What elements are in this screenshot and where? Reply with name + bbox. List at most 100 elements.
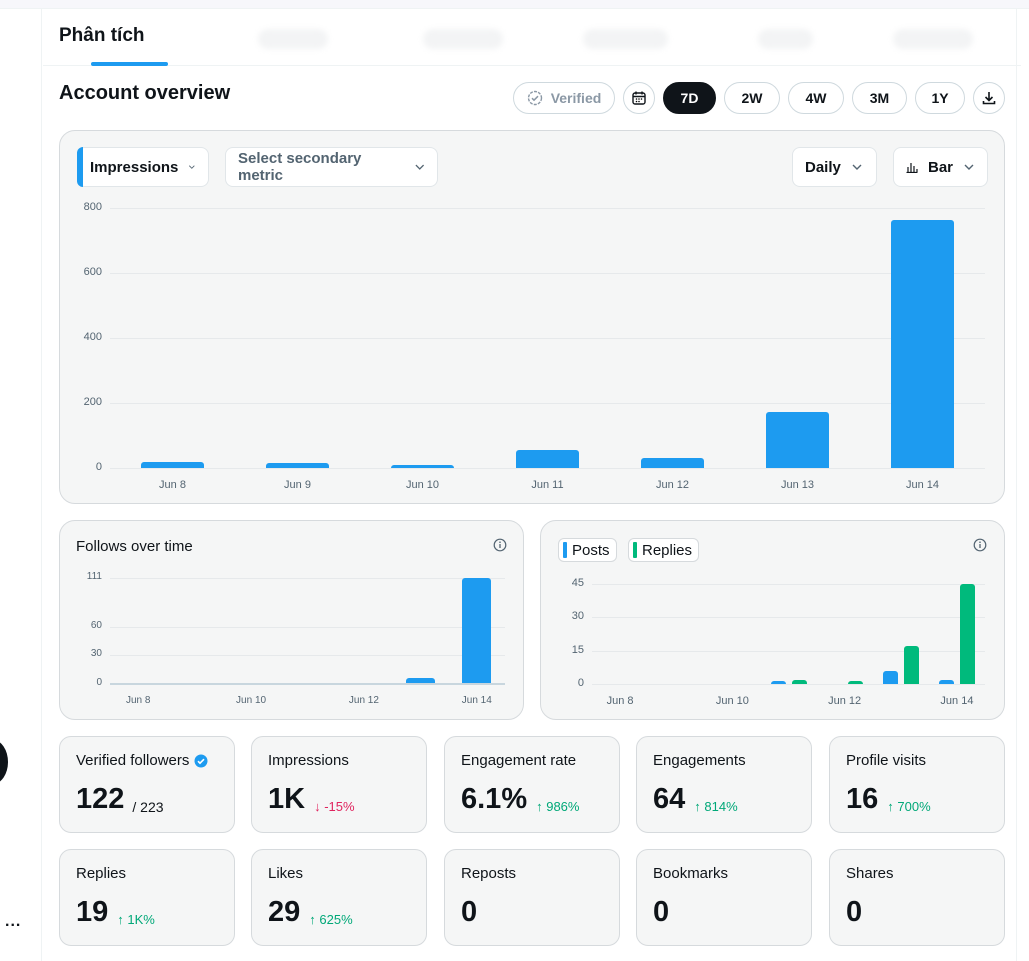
- stat-card[interactable]: Shares 0: [829, 849, 1005, 946]
- range-3m-button[interactable]: 3M: [852, 82, 907, 114]
- stat-change: ↑ 986%: [536, 799, 580, 814]
- chevron-down-icon: [852, 164, 862, 170]
- stat-label-text: Likes: [268, 865, 304, 882]
- tab-blurred[interactable]: [423, 29, 503, 49]
- stat-label: Likes: [268, 865, 303, 882]
- posts-swatch: [563, 542, 567, 558]
- gridline: [110, 626, 505, 628]
- y-tick-label: 200: [83, 396, 102, 408]
- secondary-metric-label: Select secondary metric: [238, 150, 362, 184]
- stat-card[interactable]: Engagements 64 ↑ 814%: [636, 736, 812, 833]
- y-tick-label: 45: [571, 577, 584, 589]
- chart-bar: [903, 646, 919, 684]
- stat-label: Shares: [846, 865, 894, 882]
- chart-bar: [770, 681, 786, 684]
- more-menu-button[interactable]: ...: [5, 913, 22, 930]
- right-divider: [1016, 9, 1017, 961]
- stat-value: 1K: [268, 783, 306, 815]
- x-tick-label: Jun 9: [284, 479, 311, 491]
- verified-filter-button[interactable]: Verified: [513, 82, 615, 114]
- secondary-metric-dropdown[interactable]: Select secondary metric: [225, 147, 438, 187]
- stat-value: 122: [76, 783, 125, 815]
- stat-card[interactable]: Likes 29 ↑ 625%: [251, 849, 427, 946]
- x-tick-label: Jun 8: [125, 695, 151, 706]
- interval-label: Daily: [805, 158, 841, 176]
- stat-card[interactable]: Profile visits 16 ↑ 700%: [829, 736, 1005, 833]
- tab-blurred[interactable]: [893, 29, 973, 49]
- verified-badge-icon: [194, 754, 208, 767]
- y-tick-label: 400: [83, 331, 102, 343]
- x-tick-label: Jun 10: [405, 479, 440, 491]
- stat-card[interactable]: Impressions 1K ↓ -15%: [251, 736, 427, 833]
- range-4w-button[interactable]: 4W: [788, 82, 844, 114]
- stat-label-text: Bookmarks: [653, 865, 729, 882]
- stat-card[interactable]: Verified followers 122 / 223: [59, 736, 235, 833]
- stat-card[interactable]: Bookmarks 0: [636, 849, 812, 946]
- x-tick-label: Jun 11: [531, 479, 564, 491]
- y-tick-label: 0: [577, 677, 584, 689]
- stat-label: Engagement rate: [461, 752, 576, 769]
- stat-card[interactable]: Replies 19 ↑ 1K%: [59, 849, 235, 946]
- chart-bar: [391, 465, 454, 468]
- info-icon[interactable]: [973, 538, 987, 552]
- chevron-down-icon: [414, 164, 424, 170]
- tab-blurred[interactable]: [583, 29, 668, 49]
- chart-bar: [141, 461, 204, 468]
- stat-total: / 223: [132, 799, 164, 815]
- tab-blurred[interactable]: [258, 29, 328, 49]
- stat-label: Profile visits: [846, 752, 926, 769]
- stat-label: Verified followers: [76, 752, 208, 769]
- tab-bar: Phân tích: [43, 9, 1021, 66]
- y-tick-label: 600: [83, 266, 102, 278]
- chevron-down-icon: [964, 164, 974, 170]
- stat-card[interactable]: Reposts 0: [444, 849, 620, 946]
- x-tick-label: Jun 10: [715, 695, 749, 707]
- stat-card[interactable]: Engagement rate 6.1% ↑ 986%: [444, 736, 620, 833]
- y-tick-label: 15: [571, 643, 584, 656]
- range-1y-button[interactable]: 1Y: [915, 82, 965, 114]
- tab-blurred[interactable]: [758, 29, 813, 49]
- y-tick-label: 0: [95, 461, 102, 473]
- gridline: [110, 403, 985, 404]
- info-icon[interactable]: [493, 538, 507, 552]
- gridline: [110, 273, 985, 274]
- x-tick-label: Jun 12: [655, 479, 690, 491]
- gridline: [592, 617, 985, 619]
- legend-replies[interactable]: Replies: [628, 538, 700, 562]
- range-2w-button[interactable]: 2W: [724, 82, 780, 114]
- download-button[interactable]: [973, 82, 1005, 114]
- x-tick-label: Jun 10: [236, 695, 267, 706]
- stat-value: 0: [846, 896, 863, 928]
- stat-value: 64: [653, 783, 686, 815]
- stat-change: ↑ 625%: [309, 912, 353, 927]
- chart-type-label: Bar: [927, 158, 953, 176]
- legend-posts[interactable]: Posts: [558, 538, 617, 562]
- stat-label-text: Engagement rate: [461, 752, 577, 769]
- x-tick-label: Jun 13: [780, 479, 815, 491]
- calendar-button[interactable]: [623, 82, 655, 114]
- stat-label-text: Replies: [76, 865, 127, 882]
- avatar[interactable]: [0, 740, 8, 784]
- gridline: [592, 684, 985, 685]
- stat-label-text: Impressions: [268, 752, 349, 769]
- interval-dropdown[interactable]: Daily: [792, 147, 877, 187]
- x-tick-label: Jun 8: [606, 695, 634, 707]
- primary-metric-dropdown[interactable]: Impressions: [77, 147, 209, 187]
- range-7d-button[interactable]: 7D: [663, 82, 716, 114]
- gridline: [110, 208, 985, 209]
- tab-analytics[interactable]: Phân tích: [59, 25, 145, 46]
- stat-label: Impressions: [268, 752, 349, 769]
- x-tick-label: Jun 12: [828, 695, 862, 707]
- gridline: [110, 578, 505, 579]
- stat-label-text: Reposts: [461, 865, 517, 882]
- stat-value: 29: [268, 896, 301, 928]
- chevron-down-icon: [189, 165, 196, 169]
- baseline: [110, 683, 505, 685]
- stat-change: ↓ -15%: [314, 799, 355, 814]
- left-rail: ...: [0, 9, 42, 961]
- y-tick-label: 111: [86, 571, 102, 582]
- stat-label-text: Shares: [846, 865, 894, 882]
- chart-bar: [959, 584, 975, 684]
- chart-type-dropdown[interactable]: Bar: [893, 147, 988, 187]
- chart-bar: [791, 679, 807, 684]
